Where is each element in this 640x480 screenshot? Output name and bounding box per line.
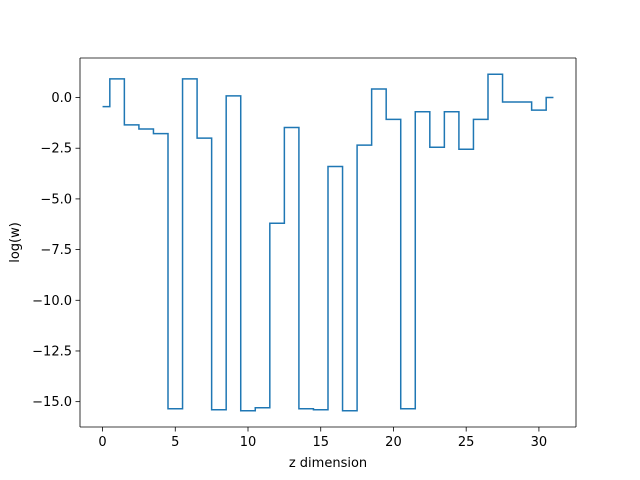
y-tick-label: −10.0 bbox=[32, 294, 72, 309]
x-tick-label: 20 bbox=[385, 435, 402, 450]
y-axis-label: log(w) bbox=[8, 222, 23, 263]
x-axis-label: z dimension bbox=[289, 456, 367, 471]
plot-area: 0 5 10 15 20 25 30 0.0 −2.5 −5.0 −7.5 −10.0 −12.5 −15… bbox=[32, 57, 577, 450]
y-tick-label: −7.5 bbox=[40, 243, 72, 258]
y-tick-label: −15.0 bbox=[32, 395, 72, 410]
y-tick-label: −2.5 bbox=[40, 142, 72, 157]
y-tick-label: −12.5 bbox=[32, 344, 72, 359]
x-tick-label: 30 bbox=[531, 435, 548, 450]
x-tick-label: 5 bbox=[171, 435, 179, 450]
x-tick-label: 15 bbox=[312, 435, 329, 450]
y-tick-label: −5.0 bbox=[40, 192, 72, 207]
x-tick-label: 0 bbox=[98, 435, 106, 450]
x-tick-label: 25 bbox=[458, 435, 475, 450]
y-tick-label: 0.0 bbox=[51, 91, 72, 106]
series-line-0 bbox=[102, 73, 554, 412]
x-tick-label: 10 bbox=[240, 435, 257, 450]
